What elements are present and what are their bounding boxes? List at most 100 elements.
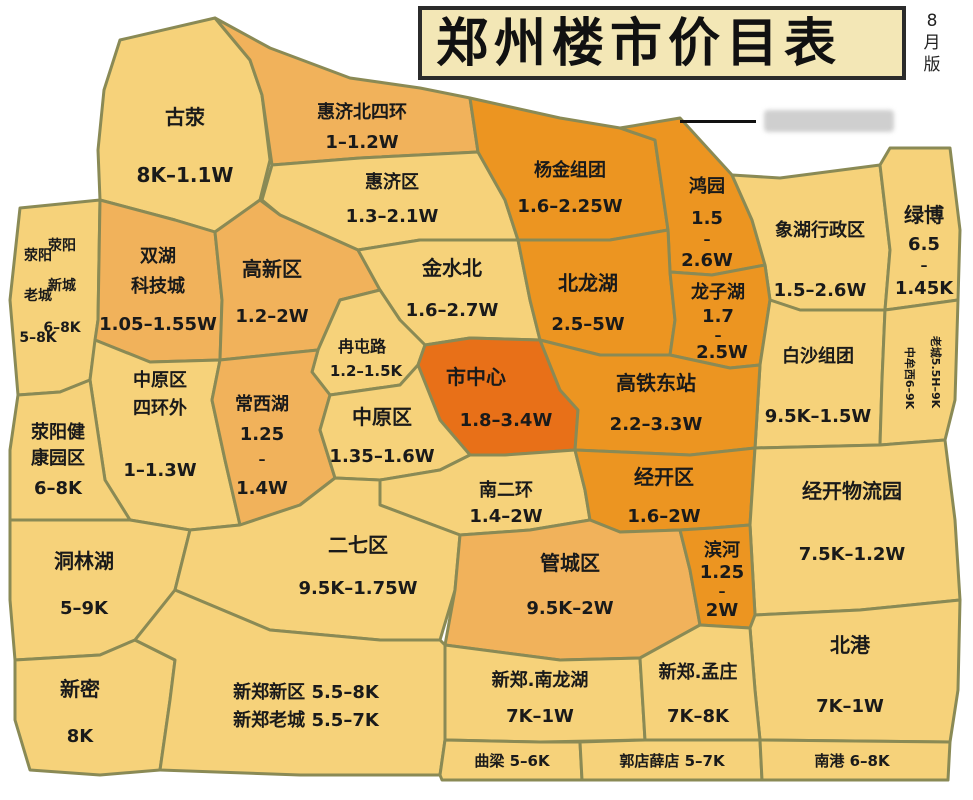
label-zhongyuan-sihuan-name: 中原区 [133, 369, 187, 391]
label-shuanghu-name: 双湖 [140, 246, 176, 267]
label-gaotie-price: 2.2–3.3W [610, 414, 703, 435]
label-yangjin-price: 1.6–2.25W [517, 196, 622, 217]
label-gaoxin-name: 高新区 [242, 257, 302, 281]
label-zhongyuan-sihuan-name2: 四环外 [133, 397, 187, 419]
label-xingyang-xin-2: 新城 [48, 277, 76, 294]
label-zhongmouxi: 中牟西6–9K [903, 347, 917, 410]
label-xingyang-lao-2: 老城 [24, 287, 52, 304]
label-jingkai-wuliu-name: 经开物流园 [802, 479, 902, 503]
label-beigang-name: 北港 [830, 633, 871, 657]
label-huijibei-name: 惠济北四环 [317, 101, 407, 123]
label-xinzheng-old: 新郑老城 5.5–7K [233, 709, 380, 731]
page-title: 郑州楼市价目表 [436, 13, 843, 74]
label-rantun-price: 1.2–1.5K [330, 362, 404, 380]
edition-line: 8 [926, 11, 938, 31]
label-donglinhu-price: 5–9K [60, 598, 109, 619]
label-xinzheng-new: 新郑新区 5.5–8K [233, 681, 380, 703]
label-hongyuan-price-2: – [704, 232, 711, 248]
region-laocheng[interactable] [878, 298, 960, 447]
label-jingkai-wuliu-price: 7.5K–1.2W [799, 544, 906, 565]
label-shuanghu-name2: 科技城 [131, 275, 185, 297]
region-xinzheng-nanlonghu[interactable] [443, 643, 647, 744]
label-hongyuan-price-1: 1.5 [691, 208, 723, 229]
label-binhe-price-3: 2W [706, 600, 739, 621]
region-xinmi[interactable] [13, 638, 177, 777]
label-quliang: 曲梁 5–6K [474, 752, 551, 770]
label-rantun-name: 冉屯路 [338, 337, 387, 356]
label-guancheng-name: 管城区 [540, 551, 600, 575]
label-shuanghu-price: 1.05–1.55W [99, 314, 217, 335]
label-beilonghu-name: 北龙湖 [558, 271, 618, 295]
edition-line: 月 [923, 33, 941, 53]
label-huiji-price: 1.3–2.1W [346, 206, 439, 227]
label-xinzheng-nanlonghu-price: 7K–1W [506, 706, 574, 727]
label-huijibei-price: 1–1.2W [325, 132, 398, 153]
label-gurong-price: 8K–1.1W [137, 163, 234, 187]
region-jingkai-wuliu[interactable] [748, 438, 962, 617]
label-baisha-price: 9.5K–1.5W [765, 406, 872, 427]
label-binhe-price-1: 1.25 [700, 562, 744, 583]
label-xingyang-xin-1: 荥阳 [48, 237, 76, 254]
region-beigang[interactable] [748, 598, 962, 744]
label-xinzheng-mengzhuang-name: 新郑.孟庄 [659, 661, 738, 683]
label-binhe-name: 滨河 [704, 539, 740, 561]
label-jiankang-name-1: 荥阳健 [31, 421, 85, 443]
label-guancheng-price: 9.5K–2W [526, 598, 613, 619]
label-gaotie-name: 高铁东站 [616, 371, 696, 395]
label-longzihu-name: 龙子湖 [691, 281, 745, 303]
label-xingyang: 荥阳 新城 6–8K 荥阳 老城 5–8K [19, 237, 81, 346]
label-changxihu-name: 常西湖 [235, 393, 289, 415]
blurred-watermark [764, 110, 894, 132]
label-yangjin-name: 杨金组团 [534, 159, 606, 181]
label-beilonghu-price: 2.5–5W [551, 314, 624, 335]
label-jingkai-name: 经开区 [634, 465, 694, 489]
label-binhe-price-2: – [719, 584, 726, 600]
label-xinmi-price: 8K [67, 726, 95, 747]
label-changxihu-price-3: 1.4W [236, 478, 288, 499]
label-huiji-name: 惠济区 [365, 171, 419, 193]
region-guancheng[interactable] [443, 518, 702, 662]
label-jiankang-name-2: 康园区 [31, 447, 85, 469]
label-xinzheng-mengzhuang-price: 7K–8K [667, 706, 730, 727]
label-longzihu-price-3: 2.5W [696, 342, 748, 363]
label-gurong-name: 古荥 [165, 105, 205, 129]
label-xinzheng-nanlonghu-name: 新郑.南龙湖 [492, 669, 589, 691]
label-xingyang-lao-3: 5–8K [19, 330, 57, 346]
label-hongyuan-price-3: 2.6W [681, 250, 733, 271]
label-shizhongxin-price: 1.8–3.4W [460, 410, 553, 431]
label-shizhongxin-name: 市中心 [446, 365, 506, 389]
title-banner: 郑州楼市价目表 [418, 6, 906, 80]
label-zhongyuan-sihuan-price: 1–1.3W [123, 460, 196, 481]
label-nangang: 南港 6–8K [814, 752, 891, 770]
label-xianghu-price: 1.5–2.6W [774, 280, 867, 301]
label-xinmi-name: 新密 [60, 677, 100, 701]
label-lvbo-price-2: – [921, 258, 928, 274]
label-erqi-price: 9.5K–1.75W [298, 578, 417, 599]
label-xianghu-name: 象湖行政区 [775, 219, 865, 241]
label-lvbo-price-3: 1.45K [895, 278, 954, 299]
label-jinshuibei-price: 1.6–2.7W [406, 300, 499, 321]
region-nangang[interactable] [758, 738, 952, 782]
label-gaoxin-price: 1.2–2W [235, 306, 308, 327]
label-jiankang-price: 6–8K [34, 478, 83, 499]
label-longzihu-price-1: 1.7 [702, 306, 734, 327]
label-longzihu-price-2: – [715, 328, 722, 344]
label-zhongyuan-name: 中原区 [352, 405, 412, 429]
label-changxihu-price-1: 1.25 [240, 424, 284, 445]
divider-line [680, 120, 756, 123]
region-lvbo[interactable] [878, 146, 962, 312]
label-xingyang-xin-3: 6–8K [43, 320, 81, 336]
label-lvbo-name: 绿博 [904, 203, 944, 227]
label-guodian: 郭店薛店 5–7K [619, 752, 726, 770]
label-erqi-name: 二七区 [328, 533, 388, 557]
edition-line: 版 [923, 55, 941, 75]
label-changxihu-price-2: – [259, 452, 266, 468]
label-jingkai-price: 1.6–2W [627, 506, 700, 527]
label-hongyuan-name: 鸿园 [689, 175, 725, 197]
label-baisha-name: 白沙组团 [782, 345, 854, 367]
label-jinshuibei-name: 金水北 [421, 256, 482, 280]
label-beigang-price: 7K–1W [816, 696, 884, 717]
label-laocheng: 老城5.5H–9K [929, 335, 943, 409]
label-xingyang-lao-1: 荥阳 [24, 247, 52, 264]
